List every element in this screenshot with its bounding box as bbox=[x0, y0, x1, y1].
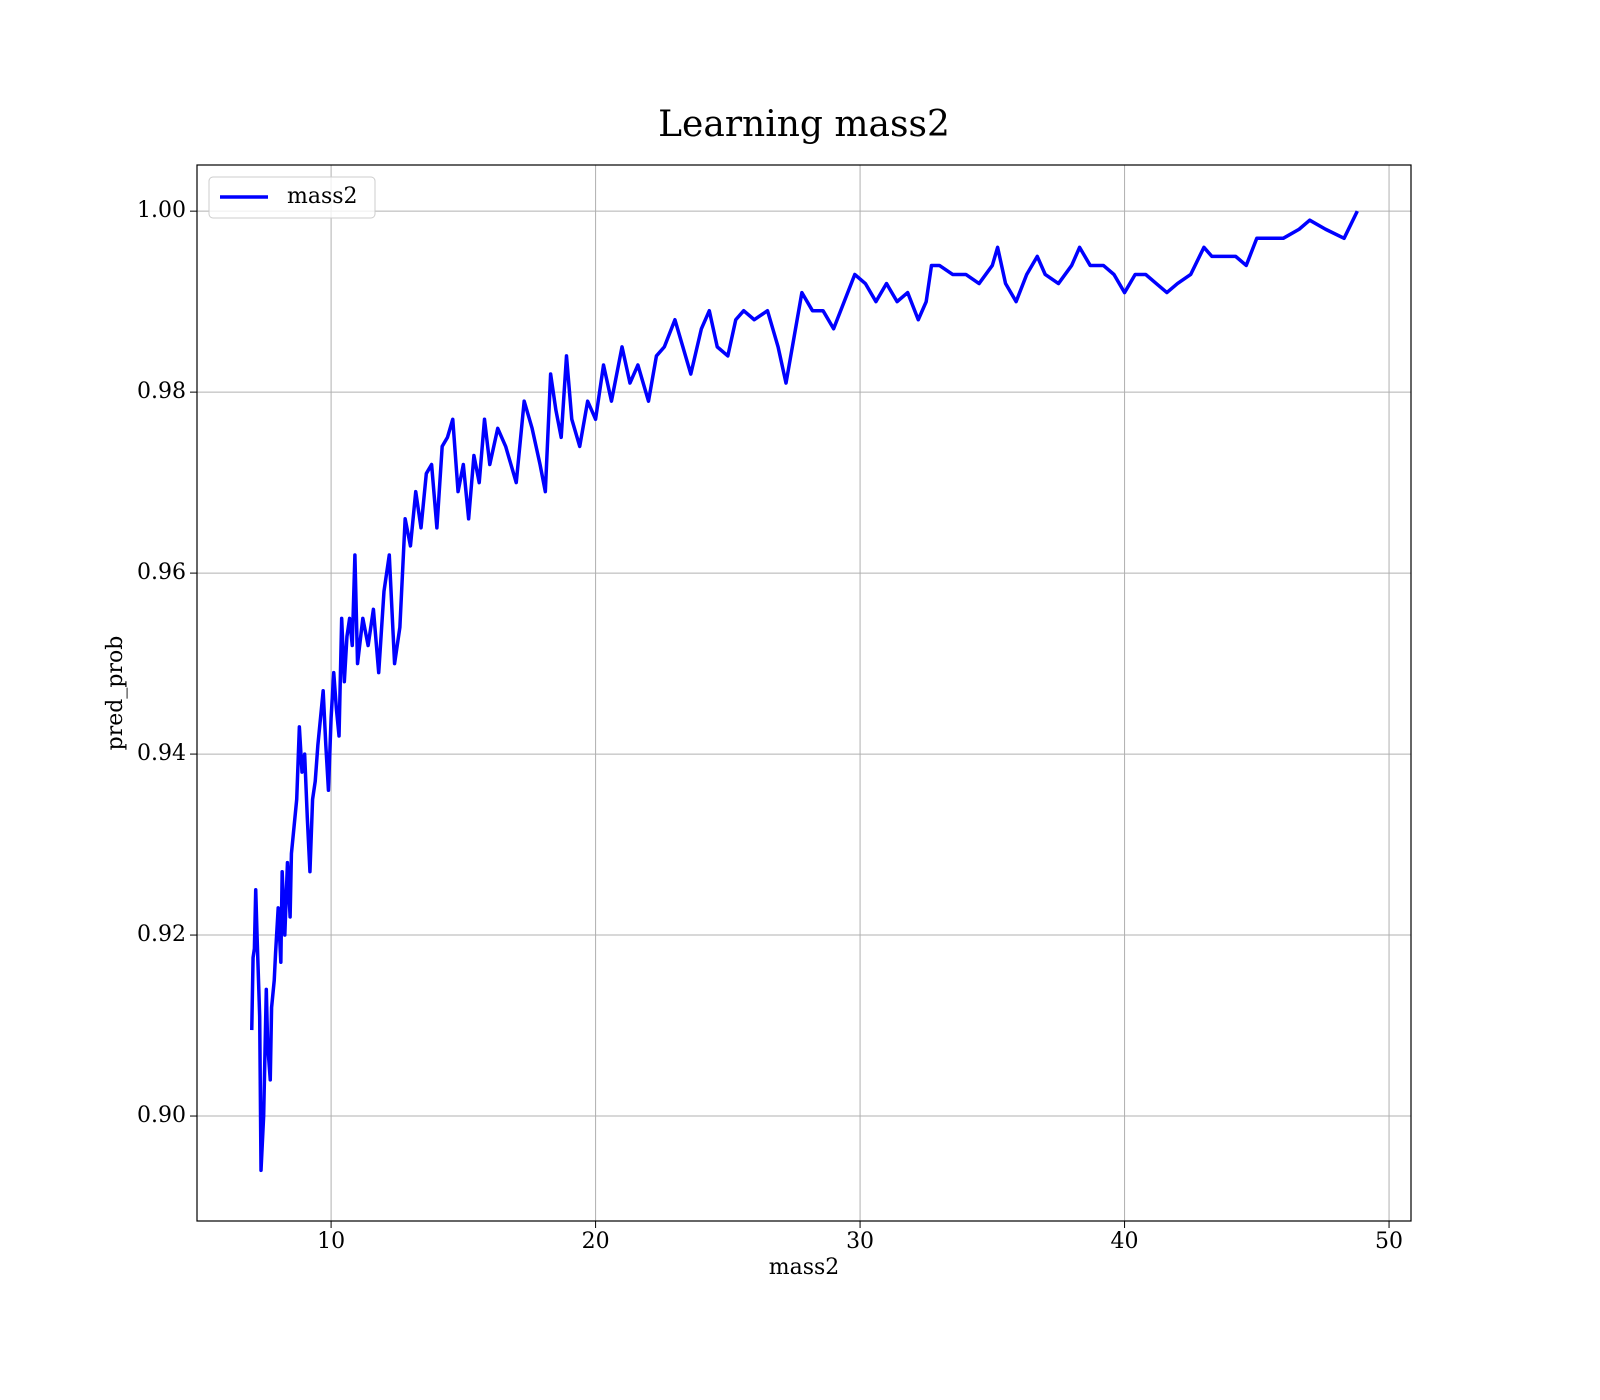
x-tick-label: 30 bbox=[846, 1229, 874, 1254]
x-tick-label: 40 bbox=[1111, 1229, 1139, 1254]
x-axis-label: mass2 bbox=[769, 1255, 840, 1280]
legend-box bbox=[208, 176, 376, 219]
x-tick-label: 10 bbox=[317, 1229, 345, 1254]
plot-frame bbox=[196, 164, 1412, 1222]
chart-title: Learning mass2 bbox=[658, 104, 950, 145]
y-tick-label: 0.96 bbox=[137, 560, 186, 585]
legend-label: mass2 bbox=[287, 184, 358, 209]
line-series bbox=[250, 210, 1359, 1173]
y-tick-label: 1.00 bbox=[137, 198, 186, 223]
x-tick-label: 20 bbox=[582, 1229, 610, 1254]
y-tick-label: 0.90 bbox=[137, 1103, 186, 1128]
y-tick-label: 0.92 bbox=[137, 922, 186, 947]
y-tick-label: 0.98 bbox=[137, 379, 186, 404]
y-axis-label: pred_prob bbox=[103, 636, 128, 751]
y-tick-label: 0.94 bbox=[137, 741, 186, 766]
x-tick-label: 50 bbox=[1375, 1229, 1403, 1254]
